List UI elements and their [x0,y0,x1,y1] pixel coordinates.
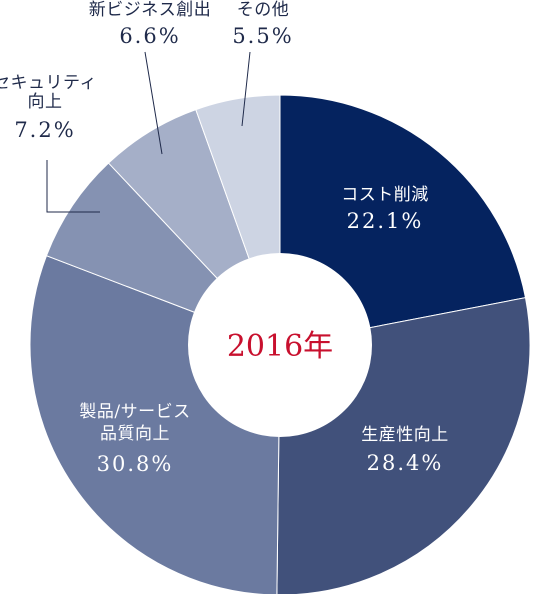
center-hole [188,253,372,437]
slice-value-label: 6.6% [119,24,180,48]
slice-name-label: その他 [237,0,290,20]
leader-line [241,51,251,127]
slice-name-label: 新ビジネス創出 [89,0,212,20]
slice-value-label: 28.4% [367,451,444,475]
leader-line [46,160,100,213]
slice-value-label: 30.8% [97,452,174,476]
slice-name-label: 生産性向上 [361,425,449,445]
slice-value-label: 22.1% [347,209,424,233]
leader-lines-group [46,51,251,213]
center-label: 2016年 [227,329,333,364]
slice-name-label: セキュリティ [0,73,97,93]
slice-value-label: 7.2% [14,118,75,142]
slice-name-label: 製品/サービス [79,402,190,422]
leader-line [144,51,163,155]
slice-name-label: コスト削減 [341,185,429,205]
slice-value-label: 5.5% [232,24,293,48]
slice-name-label: 品質向上 [100,424,170,444]
slice-name-label: 向上 [28,92,63,112]
